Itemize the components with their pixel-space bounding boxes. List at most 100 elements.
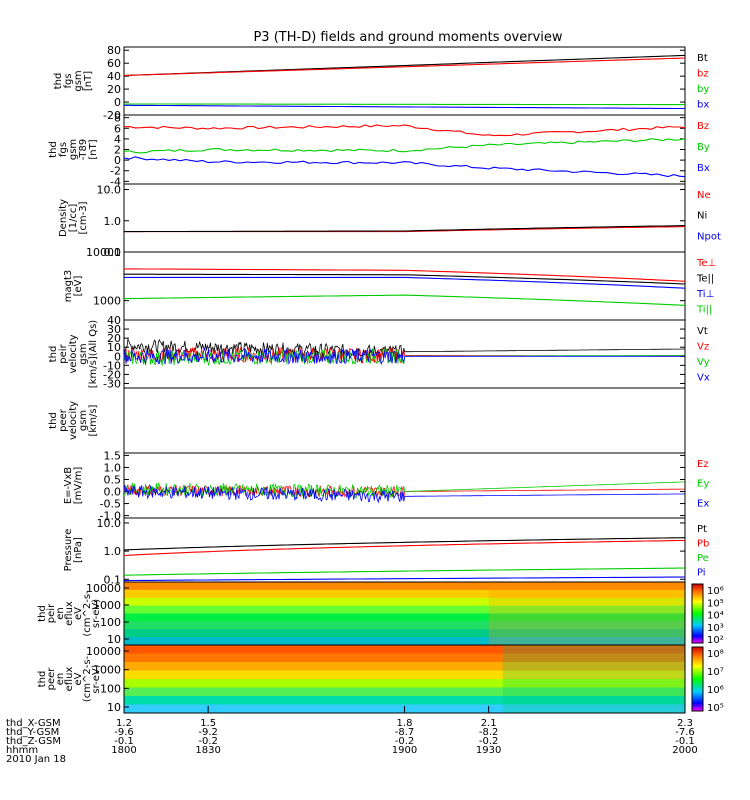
y-tick-label: 20	[107, 332, 121, 345]
y-axis-label: E=-VxB	[63, 467, 74, 504]
x-row-value: 2.3	[677, 718, 693, 729]
spectrogram-band	[124, 605, 685, 614]
legend-Ex: Ex	[697, 498, 709, 509]
y-tick-label: 0	[114, 154, 121, 167]
y-tick-label: -0.5	[100, 498, 121, 511]
y-axis-label: velocity	[68, 401, 79, 440]
spectrogram-band	[124, 637, 685, 646]
y-axis-label: thd	[48, 412, 59, 429]
spectrogram-segment	[488, 582, 685, 645]
legend-Vy: Vy	[697, 357, 710, 368]
x-row-value: -0.1	[114, 736, 134, 747]
spectrogram-band	[124, 589, 685, 599]
x-row-label: thd_Z-GSM	[6, 736, 61, 747]
panel-frame	[123, 251, 686, 321]
x-row-value: -7.6	[675, 727, 695, 738]
x-row-label: hhmm	[6, 745, 38, 756]
y-axis-label: sr-eV)	[91, 664, 102, 693]
x-row-value: 1800	[111, 745, 136, 756]
y-tick-label: 40	[107, 70, 121, 83]
spectrogram-band	[124, 679, 685, 688]
x-row-value: -0.2	[198, 736, 218, 747]
x-row-label: thd_Y-GSM	[6, 727, 59, 738]
y-axis-label: sr-eV)	[91, 599, 102, 628]
y-axis-label: [nT]	[83, 71, 94, 91]
legend-Ti||: Ti||	[696, 305, 712, 316]
x-row-value: 2.1	[481, 718, 497, 729]
colorbar-tick-label: 10⁸	[707, 649, 724, 660]
y-tick-label: 1.5	[104, 449, 122, 462]
series-line-Ez	[123, 483, 685, 498]
x-row-value: -0.1	[675, 736, 695, 747]
colorbar-tick-label: 10⁵	[707, 598, 724, 609]
x-row-value: -0.2	[479, 736, 499, 747]
x-row-value: -9.6	[114, 727, 134, 738]
y-axis-label: en	[55, 607, 66, 620]
panel-7: 10.0 1.0 0.1 Pressure [nPa] Pt Pb Pe Pi	[63, 517, 709, 586]
y-axis-label: [cm-3]	[78, 201, 89, 234]
spectrogram-band	[124, 629, 685, 638]
chart-title: P3 (TH-D) fields and ground moments over…	[253, 30, 562, 45]
y-axis-label: [1/cc]	[68, 204, 79, 233]
y-tick-label: 6	[114, 122, 121, 135]
legend-bx: bx	[697, 100, 709, 111]
y-axis-label: thd	[37, 605, 48, 622]
y-axis-label: [km/s](All Qs)	[88, 320, 99, 388]
y-tick-label: 100	[100, 682, 121, 695]
legend-Npot: Npot	[697, 231, 721, 242]
series-line-Pe	[123, 567, 685, 576]
spectrogram-band	[124, 662, 685, 671]
legend-Pt: Pt	[697, 524, 707, 535]
y-tick-label: -4	[110, 175, 121, 188]
legend-bz: bz	[697, 69, 709, 80]
series-line-Ex	[123, 484, 685, 504]
legend-Pe: Pe	[697, 553, 709, 564]
y-axis-label: eV	[73, 672, 84, 685]
y-axis-label: fgs	[58, 142, 69, 157]
series-line-By	[123, 138, 686, 154]
legend-Ey: Ey	[697, 479, 709, 490]
colorbar-tick-label: 10⁵	[707, 703, 724, 714]
series-line-Pb	[123, 539, 686, 557]
x-row-value: -8.7	[395, 727, 415, 738]
legend-Bt: Bt	[697, 53, 708, 64]
series-line-Ey	[123, 481, 685, 499]
y-tick-label: -20	[103, 368, 121, 381]
y-tick-label: 10.0	[97, 517, 122, 530]
y-axis-label: peer	[46, 667, 57, 691]
x-row-value: -8.2	[479, 727, 499, 738]
series-line-Ni	[124, 225, 686, 233]
y-tick-label: 100	[100, 616, 121, 629]
panel-5: thd peer velocity gsm [km/s]	[48, 387, 686, 454]
spectrogram-band	[124, 653, 685, 663]
x-row-value: 1.2	[116, 718, 132, 729]
legend-Pi: Pi	[697, 568, 706, 579]
y-tick-label: 0.1	[104, 246, 122, 259]
spectrogram-band	[124, 645, 685, 654]
legend-Ti⊥: Ti⊥	[696, 289, 714, 300]
y-axis-label: (cm^2-s-	[82, 590, 93, 637]
y-axis-label: peir	[58, 343, 69, 363]
y-axis-label: eflux	[64, 601, 75, 626]
y-axis-label: magt3	[63, 270, 74, 303]
legend-Te||: Te||	[696, 274, 714, 285]
y-axis-label: gsm	[78, 410, 89, 431]
spectrogram-band	[124, 597, 685, 607]
y-tick-label: -1.0	[100, 510, 121, 523]
x-row-value: 1.8	[397, 718, 413, 729]
x-row-value: 1930	[476, 745, 501, 756]
y-axis-label: thd	[37, 671, 48, 688]
y-axis-label: gsm	[73, 70, 84, 91]
y-axis-label: [nPa]	[73, 537, 84, 563]
series-line-Pi	[123, 576, 686, 582]
y-axis-label: Density	[58, 199, 69, 237]
y-tick-label: 8	[114, 112, 121, 125]
y-axis-label: -T89	[78, 139, 89, 161]
legend-Ez: Ez	[697, 459, 709, 470]
y-tick-label: 1.0	[104, 461, 122, 474]
x-row-value: 2000	[672, 745, 697, 756]
y-axis-label: thd	[48, 141, 59, 158]
x-row-value: 1900	[392, 745, 417, 756]
